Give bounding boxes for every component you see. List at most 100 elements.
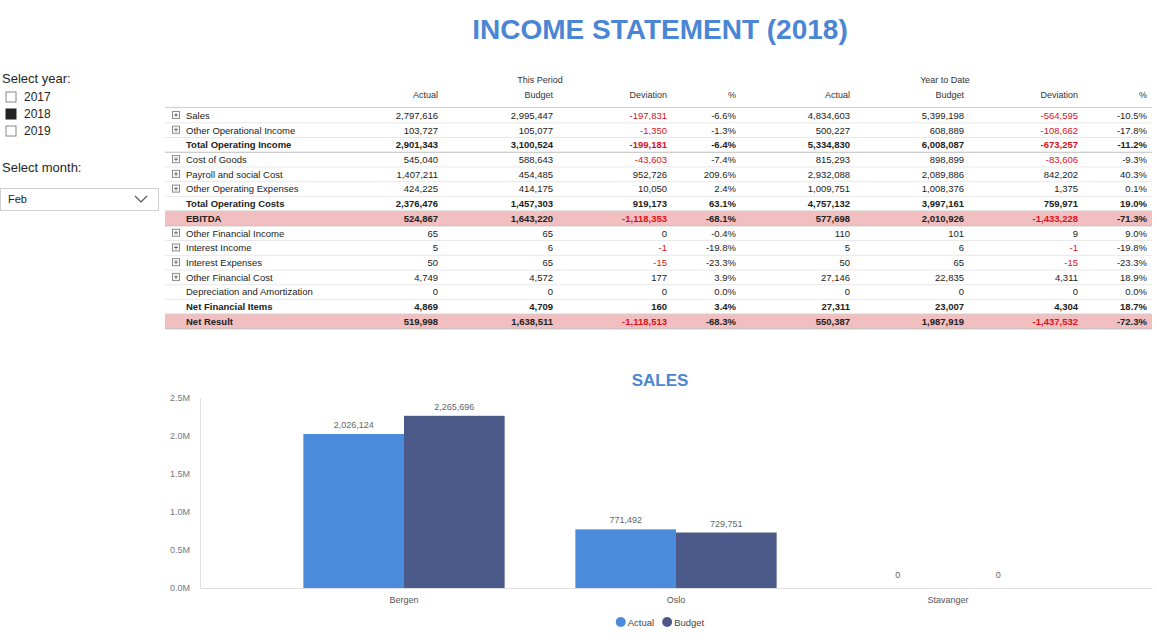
expand-icon[interactable] <box>173 126 180 133</box>
table-cell: 65 <box>542 257 553 268</box>
expand-box[interactable] <box>173 229 180 236</box>
expand-plus[interactable] <box>174 113 178 117</box>
legend-item[interactable]: Actual <box>616 617 654 628</box>
expand-plus[interactable] <box>174 172 178 176</box>
dropdown-box[interactable] <box>1 189 159 211</box>
expand-plus[interactable] <box>174 275 178 279</box>
bar <box>404 416 505 588</box>
table-cell: 577,698 <box>816 213 850 224</box>
expand-box[interactable] <box>173 170 180 177</box>
table-cell: 842,202 <box>1044 169 1078 180</box>
expand-icon[interactable] <box>173 112 180 119</box>
y-tick-label: 1.5M <box>170 469 190 479</box>
table-row: Other Financial Cost4,7494,5721773.9%27,… <box>165 272 1152 285</box>
table-cell: 18.7% <box>1120 301 1147 312</box>
table-row: Other Operational Income103,727105,077-1… <box>165 125 1152 138</box>
table-cell: -10.5% <box>1117 110 1148 121</box>
column-header: Deviation <box>1040 90 1078 100</box>
table-cell: 65 <box>953 257 964 268</box>
table-cell: 0 <box>845 286 850 297</box>
legend-label[interactable]: Actual <box>628 617 654 628</box>
expand-plus[interactable] <box>174 245 178 249</box>
row-label: Net Result <box>186 316 234 327</box>
table-cell: 500,227 <box>816 125 850 136</box>
slicer-option[interactable]: 2018 <box>24 107 51 121</box>
table-cell: 815,293 <box>816 154 850 165</box>
table-cell: -0.4% <box>711 228 736 239</box>
expand-box[interactable] <box>173 156 180 163</box>
table-cell: 3.9% <box>714 272 736 283</box>
expand-plus[interactable] <box>174 231 178 235</box>
table-row: EBITDA 524,867 1,643,220 -1,118,353 -68.1% 57… <box>165 211 1152 226</box>
table-cell: -43,603 <box>635 154 667 165</box>
expand-box[interactable] <box>173 244 180 251</box>
table-cell: 50 <box>427 257 438 268</box>
table-cell: -1,118,353 <box>622 213 667 224</box>
expand-icon[interactable] <box>173 229 180 236</box>
expand-icon[interactable] <box>173 259 180 266</box>
expand-plus[interactable] <box>174 187 178 191</box>
expand-icon[interactable] <box>173 273 180 280</box>
table-cell: 209.6% <box>704 169 737 180</box>
expand-box[interactable] <box>173 126 180 133</box>
row-rule <box>165 255 1152 256</box>
expand-box[interactable] <box>173 185 180 192</box>
table-row: Cost of Goods545,040588,643-43,603-7.4%8… <box>165 154 1152 167</box>
expand-box[interactable] <box>173 112 180 119</box>
table-cell: 414,175 <box>519 183 553 194</box>
legend-swatch[interactable] <box>616 617 626 627</box>
dropdown-chevron[interactable] <box>135 196 147 202</box>
expand-plus[interactable] <box>174 260 178 264</box>
row-label: Other Operating Expenses <box>186 183 299 194</box>
expand-icon[interactable] <box>173 156 180 163</box>
slicer-checkbox[interactable] <box>6 126 16 136</box>
expand-box[interactable] <box>173 259 180 266</box>
expand-plus[interactable] <box>174 157 178 161</box>
row-rule <box>165 196 1152 197</box>
row-highlight <box>165 211 1152 225</box>
chart-title: SALES <box>632 371 689 390</box>
table-cell: 1,643,220 <box>511 213 553 224</box>
expand-icon[interactable] <box>173 170 180 177</box>
column-group-header: This Period <box>517 75 563 85</box>
legend: Actual Budget <box>616 617 705 628</box>
legend-swatch[interactable] <box>662 617 672 627</box>
x-tick-label: Oslo <box>667 595 686 605</box>
row-rule <box>165 284 1152 285</box>
slicer-checkbox[interactable] <box>6 109 16 119</box>
expand-icon[interactable] <box>173 244 180 251</box>
expand-box[interactable] <box>173 273 180 280</box>
row-label: Interest Expenses <box>186 257 262 268</box>
table-cell: 524,867 <box>404 213 438 224</box>
slicer-option[interactable]: 2017 <box>24 90 51 104</box>
legend-label[interactable]: Budget <box>674 617 704 628</box>
table-cell: 759,971 <box>1044 198 1079 209</box>
table-cell: -673,257 <box>1040 139 1078 150</box>
table-cell: 0.0% <box>1125 286 1147 297</box>
data-label: 0 <box>895 570 900 580</box>
row-rule <box>165 181 1152 182</box>
row-label: EBITDA <box>186 213 222 224</box>
row-rule <box>165 137 1152 138</box>
slicer-checkbox[interactable] <box>6 92 16 102</box>
column-header: % <box>728 90 736 100</box>
table-cell: 5,334,830 <box>808 139 850 150</box>
table-cell: 1,407,211 <box>396 169 438 180</box>
expand-icon[interactable] <box>173 185 180 192</box>
x-tick: Oslo <box>667 588 686 605</box>
table-cell: -68.1% <box>706 213 737 224</box>
y-tick-label: 1.0M <box>170 507 190 517</box>
legend-item[interactable]: Budget <box>662 617 704 628</box>
table-cell: 10,050 <box>638 183 667 194</box>
table-cell: 5 <box>433 242 438 253</box>
table-cell: 6,008,087 <box>922 139 964 150</box>
bar <box>676 533 777 588</box>
slicer-option[interactable]: 2019 <box>24 124 51 138</box>
table-row: Sales2,797,6162,995,447-197,831-6.6%4,83… <box>165 110 1152 123</box>
table-cell: 23,007 <box>935 301 964 312</box>
year-slicer: Select year:201720182019 <box>2 71 71 138</box>
expand-plus[interactable] <box>174 128 178 132</box>
y-tick: 1.5M <box>170 469 200 479</box>
dropdown-value[interactable]: Feb <box>8 193 27 205</box>
table-cell: 18.9% <box>1120 272 1147 283</box>
